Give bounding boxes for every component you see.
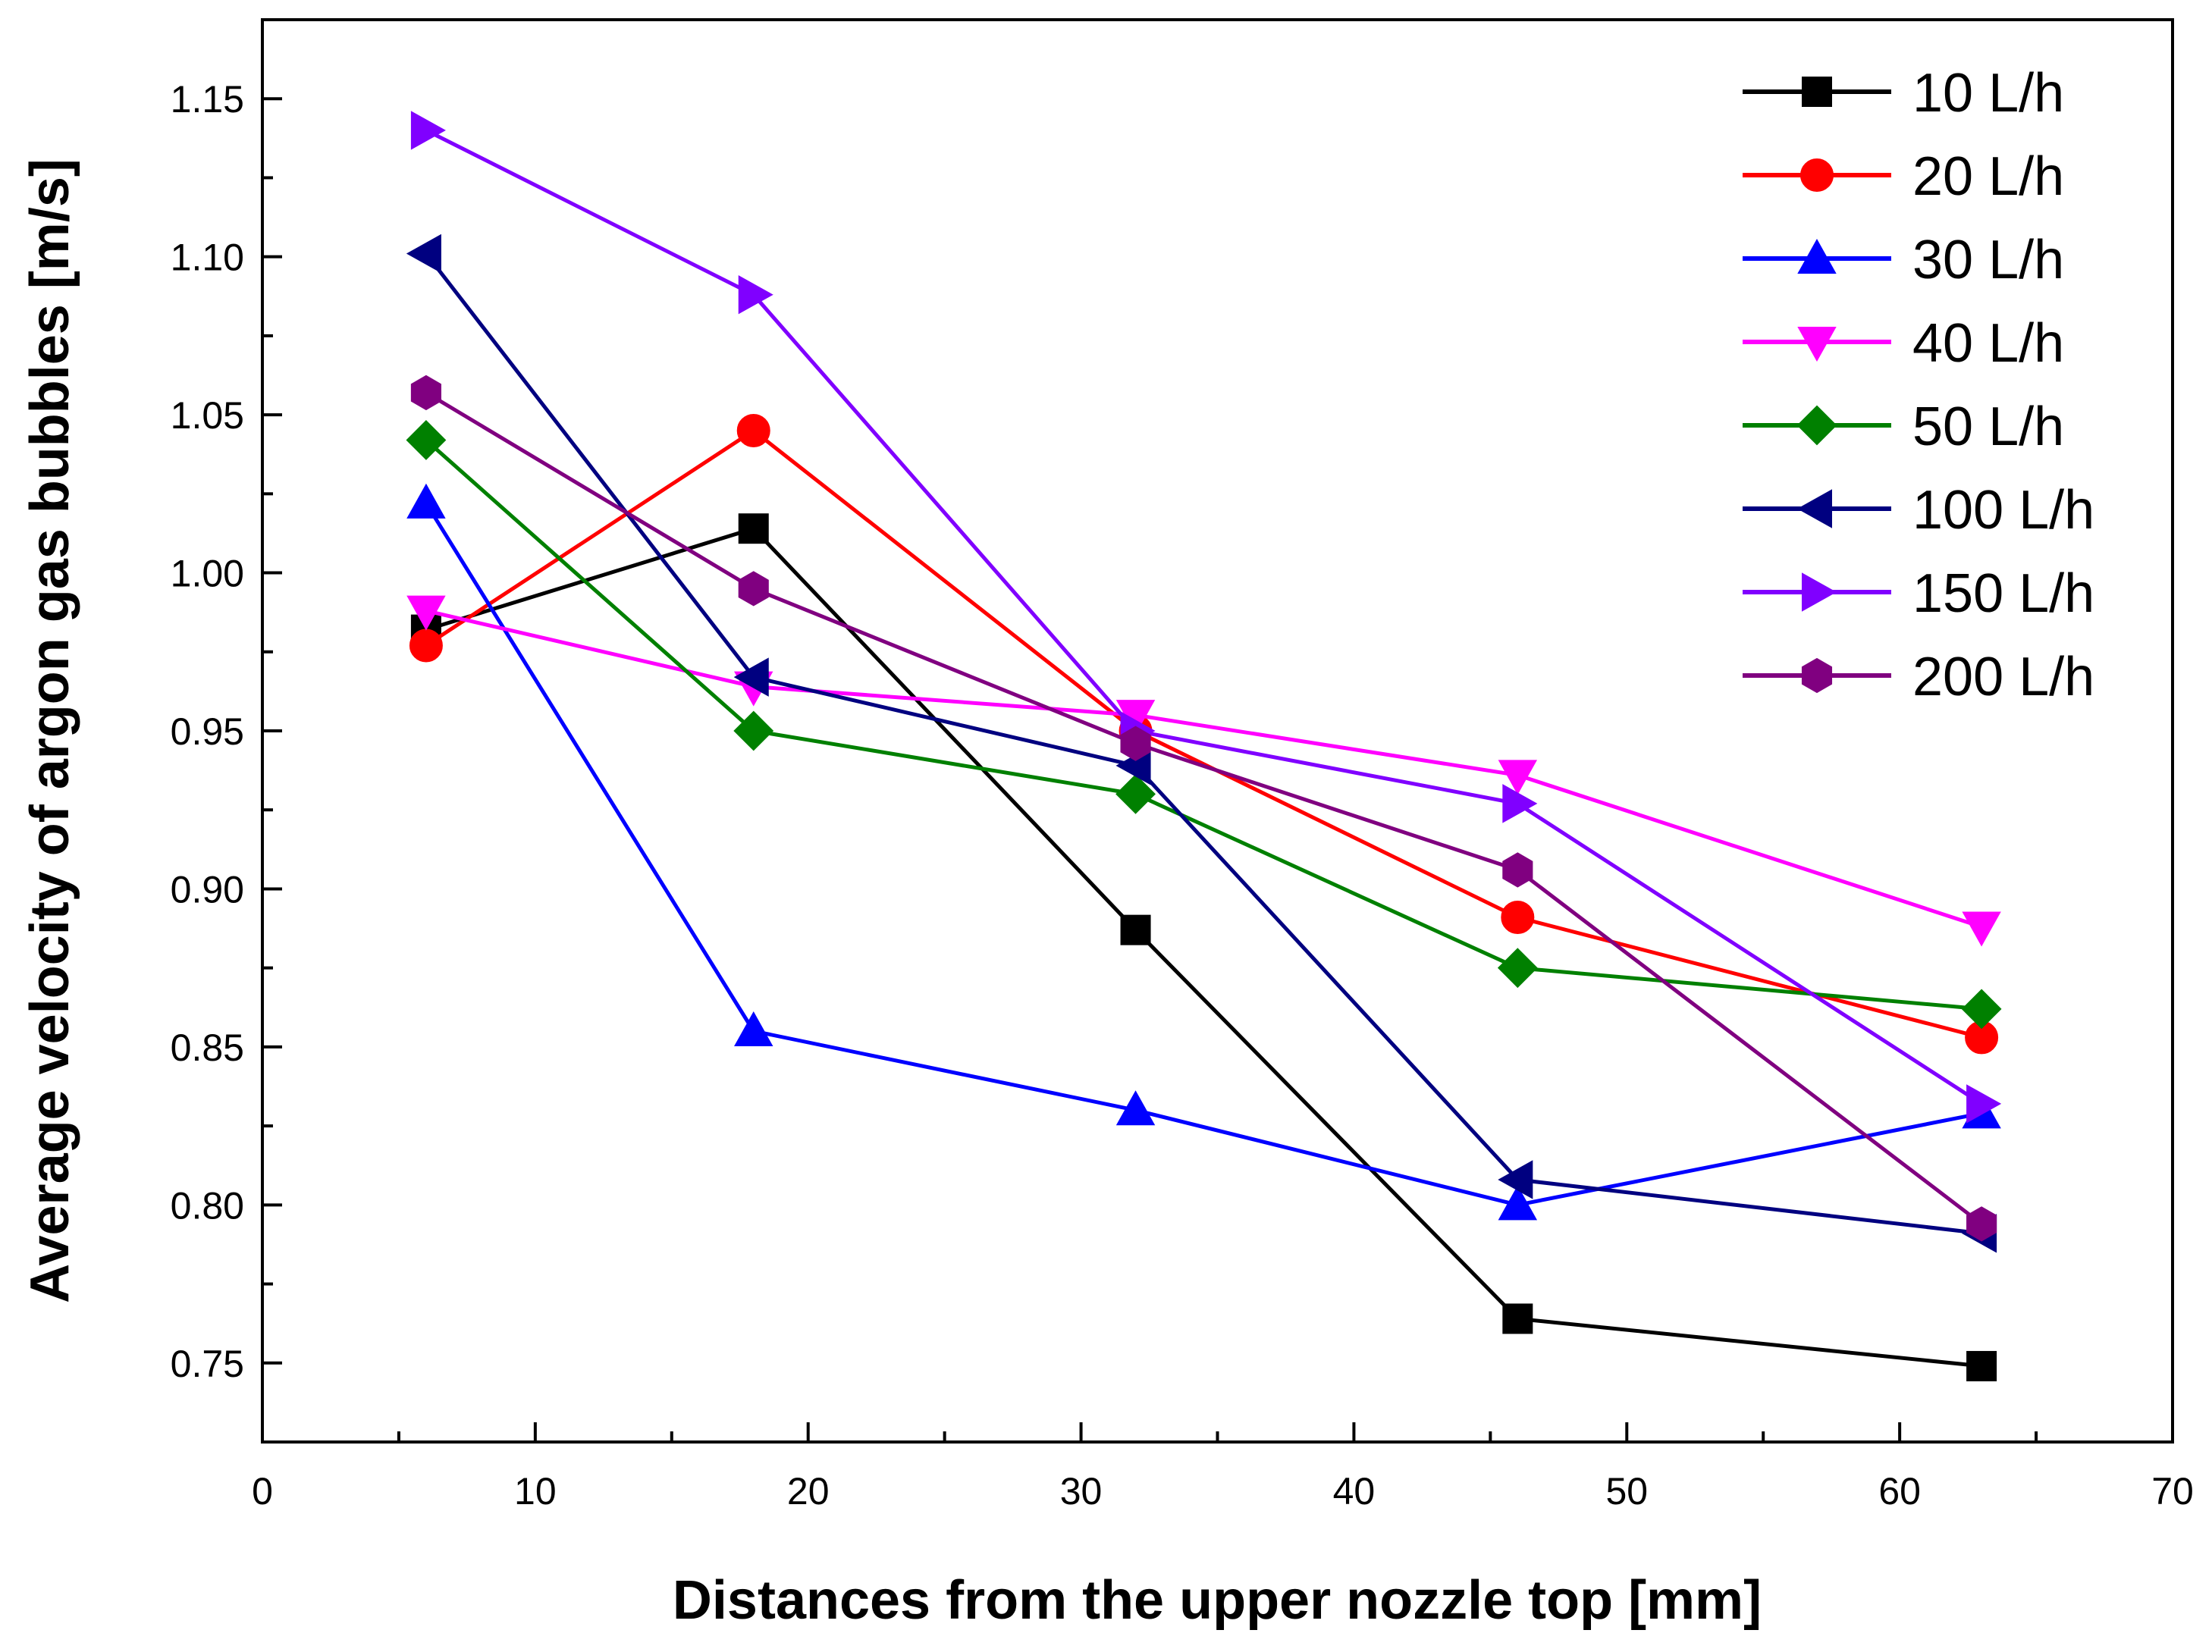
data-point-200-l-h (410, 375, 441, 411)
y-tick-label: 1.10 (171, 237, 244, 279)
data-point-150-l-h (410, 111, 446, 150)
data-point-30-l-h (1115, 1090, 1156, 1126)
x-tick-label: 10 (514, 1470, 557, 1513)
data-point-40-l-h (406, 595, 446, 631)
data-point-150-l-h (738, 274, 773, 315)
data-point-100-l-h (733, 657, 769, 697)
data-point-50-l-h (1961, 989, 2002, 1030)
legend-item-40-l-h: 40 L/h (1743, 313, 2064, 374)
data-point-100-l-h (406, 234, 441, 274)
data-point-30-l-h (1498, 1185, 1538, 1221)
y-axis-title: Average velocity of argon gas bubbles [m… (20, 158, 80, 1303)
series-line-30-l-h (424, 502, 1982, 1207)
series-line-10-l-h (425, 526, 1982, 1368)
data-point-50-l-h (1115, 773, 1156, 814)
x-tick-label: 50 (1605, 1470, 1648, 1513)
series-200-l-h (410, 375, 1997, 1242)
legend-item-20-l-h: 20 L/h (1743, 146, 2064, 207)
legend-label: 150 L/h (1912, 563, 2094, 624)
legend-label: 100 L/h (1912, 480, 2094, 541)
legend-label: 40 L/h (1912, 313, 2064, 374)
legend-marker (1802, 572, 1837, 612)
x-tick-label: 70 (2151, 1470, 2194, 1513)
y-axis: 0.75 0.80 0.85 0.90 0.95 1.00 1.05 1.10 1.15 (171, 78, 282, 1385)
series-50-l-h (406, 420, 2002, 1030)
plot-frame (261, 18, 2174, 1444)
data-series (406, 111, 2002, 1381)
data-point-10-l-h (1502, 1303, 1533, 1334)
series-line-200-l-h (425, 390, 1983, 1226)
data-point-50-l-h (733, 710, 774, 751)
data-point-30-l-h (406, 483, 446, 519)
data-point-20-l-h (1501, 900, 1535, 934)
x-tick-label: 40 (1333, 1470, 1376, 1513)
x-axis-title: Distances from the upper nozzle top [mm] (673, 1570, 1762, 1631)
y-tick-label: 1.00 (171, 553, 244, 595)
series-10-l-h (410, 513, 1997, 1381)
legend-marker (1801, 657, 1833, 694)
y-tick-label: 0.85 (171, 1027, 244, 1069)
x-tick-label: 0 (252, 1470, 273, 1513)
data-point-200-l-h (1502, 852, 1533, 888)
legend-item-150-l-h: 150 L/h (1743, 563, 2094, 624)
data-point-30-l-h (734, 1011, 773, 1047)
x-tick-label: 60 (1878, 1470, 1921, 1513)
legend-marker (1800, 158, 1834, 192)
data-point-150-l-h (1502, 784, 1538, 823)
data-point-10-l-h (1120, 914, 1151, 945)
data-point-40-l-h (1962, 911, 2001, 947)
legend-marker (1797, 327, 1837, 362)
data-point-10-l-h (1966, 1350, 1997, 1381)
y-tick-label: 0.95 (171, 710, 244, 753)
legend-marker (1802, 77, 1832, 107)
legend-item-50-l-h: 50 L/h (1743, 397, 2064, 457)
series-30-l-h (406, 483, 2001, 1221)
data-point-20-l-h (736, 413, 770, 447)
data-point-50-l-h (406, 420, 447, 460)
data-point-50-l-h (1497, 948, 1538, 989)
legend-marker (1797, 238, 1837, 274)
data-point-200-l-h (738, 571, 769, 607)
data-point-200-l-h (1966, 1206, 1997, 1242)
data-point-150-l-h (1966, 1084, 2002, 1124)
y-tick-label: 1.15 (171, 78, 244, 121)
y-tick-label: 1.05 (171, 394, 244, 437)
legend-label: 10 L/h (1912, 63, 2064, 124)
series-line-150-l-h (425, 128, 1983, 1105)
data-point-100-l-h (1498, 1160, 1533, 1199)
legend: 10 L/h 20 L/h 30 L/h 40 L/h 50 L/h 100 L/h 150… (1743, 63, 2094, 707)
data-point-20-l-h (409, 629, 443, 663)
x-tick-label: 20 (787, 1470, 830, 1513)
x-axis: 0 10 20 30 40 50 60 70 (252, 1422, 2194, 1513)
legend-marker (1796, 489, 1832, 528)
series-line-20-l-h (425, 428, 1982, 1039)
legend-label: 200 L/h (1912, 647, 2094, 707)
y-tick-label: 0.90 (171, 868, 244, 911)
series-150-l-h (410, 111, 2002, 1124)
data-point-200-l-h (1120, 726, 1151, 761)
legend-item-10-l-h: 10 L/h (1743, 63, 2064, 124)
legend-label: 50 L/h (1912, 397, 2064, 457)
legend-label: 20 L/h (1912, 146, 2064, 207)
legend-marker (1796, 405, 1837, 446)
series-100-l-h (406, 234, 1997, 1253)
series-40-l-h (406, 595, 2001, 947)
y-tick-label: 0.75 (171, 1343, 244, 1385)
legend-item-30-l-h: 30 L/h (1743, 230, 2064, 290)
legend-item-200-l-h: 200 L/h (1743, 647, 2094, 707)
data-point-40-l-h (1498, 760, 1538, 795)
x-tick-label: 30 (1060, 1470, 1103, 1513)
legend-label: 30 L/h (1912, 230, 2064, 290)
legend-item-100-l-h: 100 L/h (1743, 480, 2094, 541)
y-tick-label: 0.80 (171, 1184, 244, 1227)
data-point-10-l-h (738, 513, 769, 544)
